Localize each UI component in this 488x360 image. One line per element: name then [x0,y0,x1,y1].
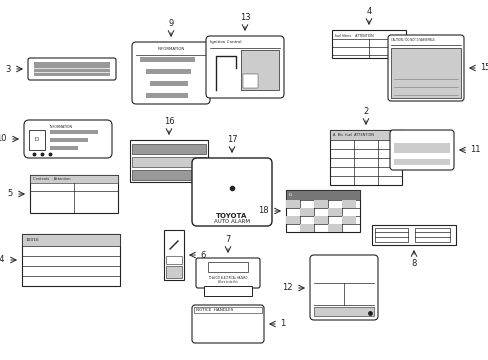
Bar [30,175,118,183]
Text: INFORMATION: INFORMATION [50,125,73,129]
Text: 18: 18 [258,207,268,216]
Bar [34,62,110,76]
Text: 6: 6 [200,251,205,260]
Text: When to do this: When to do this [218,280,237,284]
Bar [130,140,207,182]
FancyBboxPatch shape [309,255,377,320]
Bar [132,170,205,180]
Bar [150,81,187,86]
Bar [50,130,98,134]
Circle shape [167,238,181,252]
Bar [146,69,191,74]
Text: Ignition Control: Ignition Control [209,40,241,44]
Bar [285,190,359,200]
Bar [331,30,405,58]
Text: 15: 15 [479,63,488,72]
Text: 8: 8 [410,259,416,268]
Text: 16: 16 [163,117,174,126]
Text: 12: 12 [282,284,292,292]
FancyBboxPatch shape [24,120,112,158]
Bar [22,234,120,286]
Bar [414,228,449,242]
Bar [341,216,355,224]
Bar [285,200,299,208]
FancyBboxPatch shape [28,58,116,80]
Bar [165,266,182,278]
Bar [390,48,460,98]
Bar [313,216,327,224]
Text: 14: 14 [0,256,5,265]
FancyBboxPatch shape [192,305,264,343]
Text: INFORMATION: INFORMATION [157,47,184,51]
Bar [299,224,313,232]
Bar [50,138,88,142]
Text: 7: 7 [225,235,230,244]
Bar [313,200,327,208]
Bar [165,256,182,264]
Text: A  B/s  fuel  ATTENTION: A B/s fuel ATTENTION [332,133,373,137]
FancyBboxPatch shape [196,258,260,288]
Bar [393,143,449,153]
Bar [50,146,78,150]
FancyBboxPatch shape [389,130,453,170]
Text: 5: 5 [8,189,13,198]
Text: fuel filters    ATTENTION: fuel filters ATTENTION [334,34,373,38]
Bar [327,208,341,216]
Text: 4: 4 [366,7,371,16]
Bar [285,216,299,224]
Bar [393,159,449,165]
Text: 3: 3 [6,64,11,73]
Bar [203,286,251,296]
Text: AUTO ALARM: AUTO ALARM [214,220,249,225]
Bar [329,130,401,185]
Text: Contents    Attention: Contents Attention [33,177,70,181]
Text: G: G [288,193,292,197]
Bar [313,307,373,316]
Bar [329,130,401,140]
FancyBboxPatch shape [132,42,209,104]
Bar [341,200,355,208]
Text: CAUTION / DO NOT DISASSEMBLE: CAUTION / DO NOT DISASSEMBLE [390,38,434,42]
Bar [163,230,183,280]
Bar [22,234,120,246]
Text: 10: 10 [0,135,7,144]
Text: NOTICE  HANDLES: NOTICE HANDLES [196,308,233,312]
Text: 11: 11 [469,145,480,154]
Text: TOYOTA: TOYOTA [216,213,247,219]
Bar [241,50,279,90]
Bar [140,57,195,62]
Bar [194,307,262,313]
Bar [327,224,341,232]
Bar [374,228,407,242]
Bar [243,74,258,88]
Bar [29,130,45,150]
Text: 13: 13 [239,13,250,22]
Text: TO AVOID ELECTRICAL HAZARD: TO AVOID ELECTRICAL HAZARD [208,276,247,280]
Text: 9: 9 [168,19,173,28]
Bar [299,208,313,216]
Text: 1: 1 [280,320,285,328]
Bar [371,225,455,245]
FancyBboxPatch shape [387,35,463,101]
Bar [285,190,359,232]
Bar [132,144,205,154]
Text: 2: 2 [363,107,368,116]
Bar [30,175,118,213]
Text: 17: 17 [226,135,237,144]
Bar [207,262,247,272]
Bar [132,157,205,167]
Circle shape [212,86,220,94]
Text: D: D [35,138,39,143]
FancyBboxPatch shape [192,158,271,226]
Bar [146,93,187,98]
Text: 10016: 10016 [26,238,40,242]
FancyBboxPatch shape [205,36,284,98]
